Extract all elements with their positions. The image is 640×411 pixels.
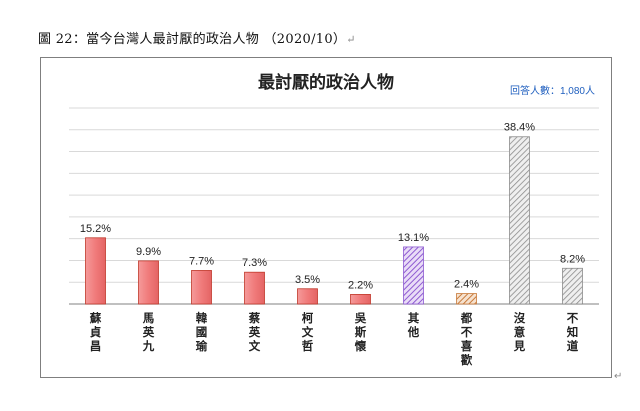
figure-caption-text: 圖 22：當今台灣人最討厭的政治人物 （2020/10） — [38, 32, 347, 47]
bar-0 — [85, 237, 106, 305]
value-label: 7.3% — [242, 257, 267, 269]
bar-6 — [403, 246, 424, 305]
category-label: 都不喜歡 — [460, 311, 473, 367]
bar-5 — [350, 294, 371, 305]
value-label: 15.2% — [80, 223, 111, 235]
category-label: 不知道 — [566, 312, 579, 353]
bar-1 — [138, 260, 159, 305]
chart-frame: 最討厭的政治人物 回答人數：1,080人 15.2% 9.9% 7.7% 7.3% 3.… — [40, 57, 612, 378]
value-label: 2.2% — [348, 279, 373, 291]
chart-subtitle: 回答人數：1,080人 — [510, 84, 595, 97]
value-label: 3.5% — [295, 274, 320, 286]
chart-title: 最討厭的政治人物 — [258, 72, 394, 92]
category-label: 韓國瑜 — [196, 311, 208, 353]
bar-7 — [456, 293, 477, 305]
category-label: 蔡英文 — [248, 311, 261, 353]
category-label: 沒意見 — [513, 311, 526, 353]
category-labels-group: 蘇貞昌 馬英九 韓國瑜 蔡英文 柯文哲 吳斯懷 其他 都不喜歡 沒意見 不知道 — [89, 311, 579, 367]
bar-8 — [509, 136, 530, 305]
bar-2 — [191, 270, 212, 305]
value-labels-group: 15.2% 9.9% 7.7% 7.3% 3.5% 2.2% 13.1% 2.4% 38.4% 8… — [80, 122, 585, 292]
paragraph-return-mark-bottom: ↵ — [614, 371, 623, 382]
category-label: 馬英九 — [142, 312, 155, 353]
bars-group — [85, 136, 583, 305]
figure-caption: 圖 22：當今台灣人最討厭的政治人物 （2020/10）↵ — [38, 28, 356, 47]
category-label: 柯文哲 — [302, 311, 314, 353]
value-label: 13.1% — [398, 232, 429, 244]
bar-3 — [244, 271, 265, 305]
bar-4 — [297, 288, 318, 305]
value-label: 7.7% — [189, 255, 214, 267]
bar-chart: 最討厭的政治人物 回答人數：1,080人 15.2% 9.9% 7.7% 7.3% 3.… — [69, 72, 599, 367]
paragraph-return-mark: ↵ — [346, 33, 356, 46]
category-label: 吳斯懷 — [354, 312, 367, 353]
value-label: 2.4% — [454, 279, 479, 291]
value-label: 9.9% — [136, 246, 161, 258]
bar-9 — [562, 267, 583, 305]
category-label: 蘇貞昌 — [89, 311, 102, 353]
category-label: 其他 — [407, 311, 420, 339]
value-label: 38.4% — [504, 122, 535, 134]
value-label: 8.2% — [560, 253, 585, 265]
